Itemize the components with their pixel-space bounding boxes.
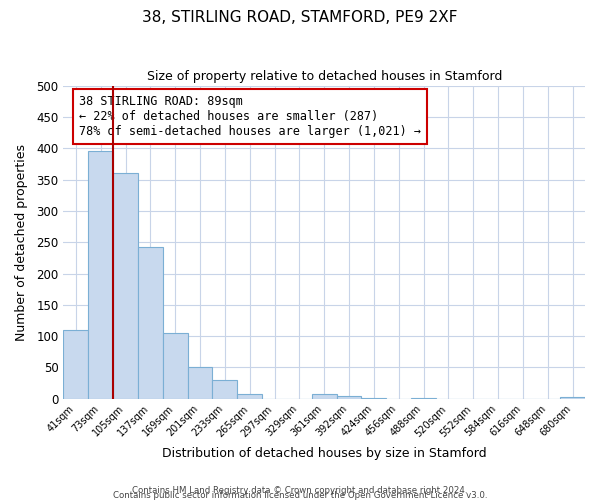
Y-axis label: Number of detached properties: Number of detached properties [15,144,28,340]
Bar [411,398,436,399]
Bar [237,394,262,399]
Text: Contains HM Land Registry data © Crown copyright and database right 2024.: Contains HM Land Registry data © Crown c… [132,486,468,495]
Title: Size of property relative to detached houses in Stamford: Size of property relative to detached ho… [146,70,502,83]
Bar [212,380,237,399]
Bar [361,398,386,399]
Text: 38, STIRLING ROAD, STAMFORD, PE9 2XF: 38, STIRLING ROAD, STAMFORD, PE9 2XF [142,10,458,25]
Bar [312,394,337,399]
Bar [113,174,138,399]
Text: 38 STIRLING ROAD: 89sqm
← 22% of detached houses are smaller (287)
78% of semi-d: 38 STIRLING ROAD: 89sqm ← 22% of detache… [79,95,421,138]
Bar [138,246,163,399]
Bar [188,368,212,399]
Bar [560,397,585,399]
Bar [88,152,113,399]
Bar [163,333,188,399]
Bar [64,330,88,399]
Bar [337,396,361,399]
X-axis label: Distribution of detached houses by size in Stamford: Distribution of detached houses by size … [162,447,487,460]
Text: Contains public sector information licensed under the Open Government Licence v3: Contains public sector information licen… [113,491,487,500]
